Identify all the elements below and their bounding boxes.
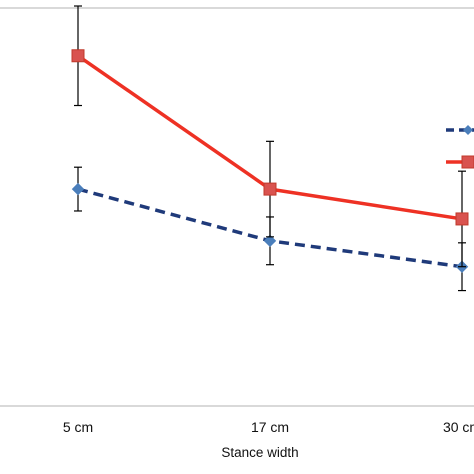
series-2 [71,5,469,268]
legend-marker-1 [463,125,473,135]
series-layer [71,5,469,292]
x-tick-label: 17 cm [251,419,289,435]
data-point [455,212,469,226]
series-1 [71,166,469,292]
x-tick-labels: 5 cm 17 cm 30 cm [63,419,474,435]
data-point [263,182,277,196]
x-axis-title: Stance width [221,445,298,460]
data-point [71,182,85,196]
legend [446,125,474,169]
chart-frame [0,7,474,407]
legend-marker-2 [461,155,474,169]
x-tick-label: 30 cm [443,419,474,435]
x-tick-label: 5 cm [63,419,93,435]
data-point [263,234,277,248]
data-point [71,49,85,63]
